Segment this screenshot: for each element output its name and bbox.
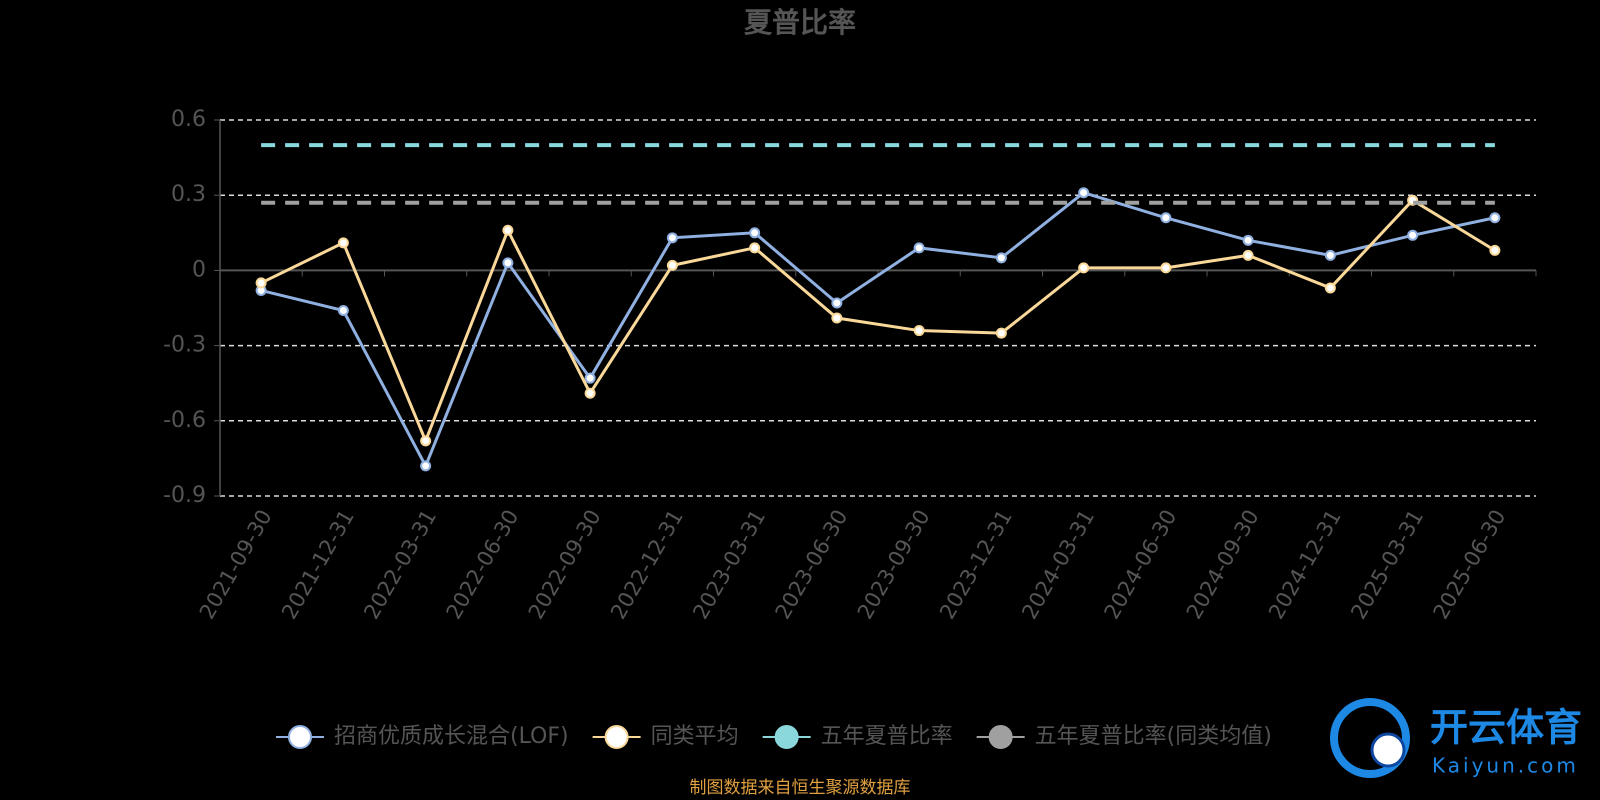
data-point — [1242, 249, 1254, 261]
data-point — [995, 327, 1007, 339]
y-tick-label: 0 — [192, 257, 206, 282]
data-point — [502, 257, 514, 269]
legend-label: 五年夏普比率(同类均值) — [1035, 724, 1272, 749]
y-tick-label: 0.6 — [171, 107, 206, 132]
legend-marker — [604, 725, 629, 749]
data-point — [831, 297, 843, 309]
data-point — [913, 325, 925, 337]
series-line — [260, 191, 1496, 470]
data-point — [1160, 212, 1172, 224]
data-point — [831, 312, 843, 324]
data-point — [666, 232, 678, 244]
legend-label: 同类平均 — [651, 724, 739, 749]
data-point — [1324, 282, 1336, 294]
y-tick-label: -0.9 — [163, 483, 206, 508]
legend-item: 同类平均 — [592, 724, 739, 749]
data-point — [1078, 187, 1090, 199]
data-point — [1160, 262, 1172, 274]
data-point — [420, 435, 432, 447]
legend-marker — [774, 725, 799, 749]
data-point — [1489, 244, 1501, 256]
watermark: 开云体育 Kaiyun.com — [1330, 698, 1582, 778]
y-tick-label: 0.3 — [171, 182, 206, 207]
series-line — [260, 198, 1496, 445]
legend-marker — [988, 725, 1013, 749]
data-point — [1489, 212, 1501, 224]
data-point — [1242, 234, 1254, 246]
data-point — [666, 259, 678, 271]
data-point — [420, 460, 432, 472]
data-point — [337, 237, 349, 249]
data-point — [584, 387, 596, 399]
data-point — [1407, 229, 1419, 241]
chart-title: 夏普比率 — [744, 6, 856, 39]
legend-item: 五年夏普比率(同类均值) — [976, 724, 1272, 749]
data-point — [1324, 249, 1336, 261]
data-point — [584, 372, 596, 384]
legend-item: 招商优质成长混合(LOF) — [276, 724, 569, 749]
source-note: 制图数据来自恒生聚源数据库 — [690, 778, 911, 798]
y-tick-label: -0.3 — [163, 333, 206, 358]
watermark-title: 开云体育 — [1430, 706, 1582, 750]
data-point — [913, 242, 925, 254]
watermark-subtitle: Kaiyun.com — [1432, 754, 1579, 778]
data-point — [749, 242, 761, 254]
legend-label: 招商优质成长混合(LOF) — [334, 724, 569, 749]
data-point — [995, 252, 1007, 264]
legend-marker — [288, 725, 312, 749]
watermark-logo — [1330, 698, 1410, 778]
data-point — [749, 227, 761, 239]
data-point — [255, 277, 267, 289]
legend-label: 五年夏普比率 — [821, 724, 953, 749]
watermark-ball — [1370, 732, 1406, 768]
y-tick-label: -0.6 — [163, 408, 206, 433]
legend-item: 五年夏普比率 — [762, 724, 953, 749]
data-point — [502, 224, 514, 236]
data-point — [1078, 262, 1090, 274]
data-point — [337, 305, 349, 317]
